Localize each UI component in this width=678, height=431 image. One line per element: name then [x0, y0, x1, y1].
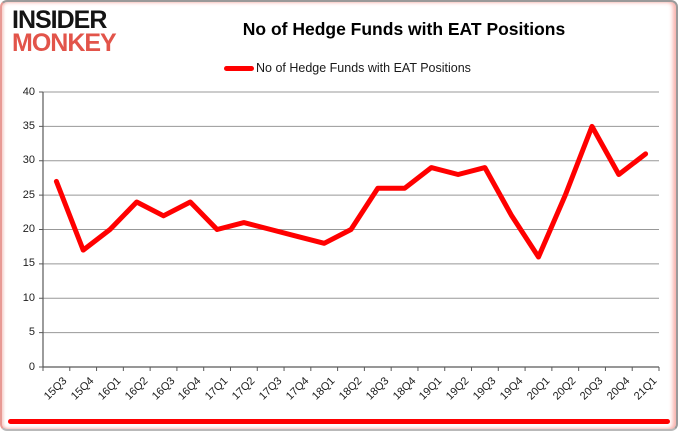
y-tick-label: 0 [28, 360, 35, 373]
chart-title: No of Hedge Funds with EAT Positions [242, 19, 566, 39]
y-tick-label: 25 [22, 188, 35, 201]
y-tick-label: 40 [22, 85, 35, 98]
legend-line-marker-icon [224, 65, 254, 71]
legend-label: No of Hedge Funds with EAT Positions [256, 61, 471, 75]
y-tick-label: 15 [22, 257, 35, 270]
logo-line-insider: INSIDER [12, 6, 107, 34]
y-tick-label: 20 [22, 223, 35, 235]
series-line [53, 123, 649, 260]
y-tick-label: 5 [28, 326, 35, 339]
insider-monkey-logo: INSIDER MONKEY [12, 6, 117, 57]
y-tick-label: 30 [22, 154, 35, 167]
y-tick-label: 10 [22, 291, 35, 304]
logo-line-monkey: MONKEY [12, 29, 117, 57]
card-bottom-accent [8, 419, 670, 424]
y-tick-label: 35 [22, 119, 35, 132]
chart-legend: No of Hedge Funds with EAT Positions [224, 61, 471, 75]
